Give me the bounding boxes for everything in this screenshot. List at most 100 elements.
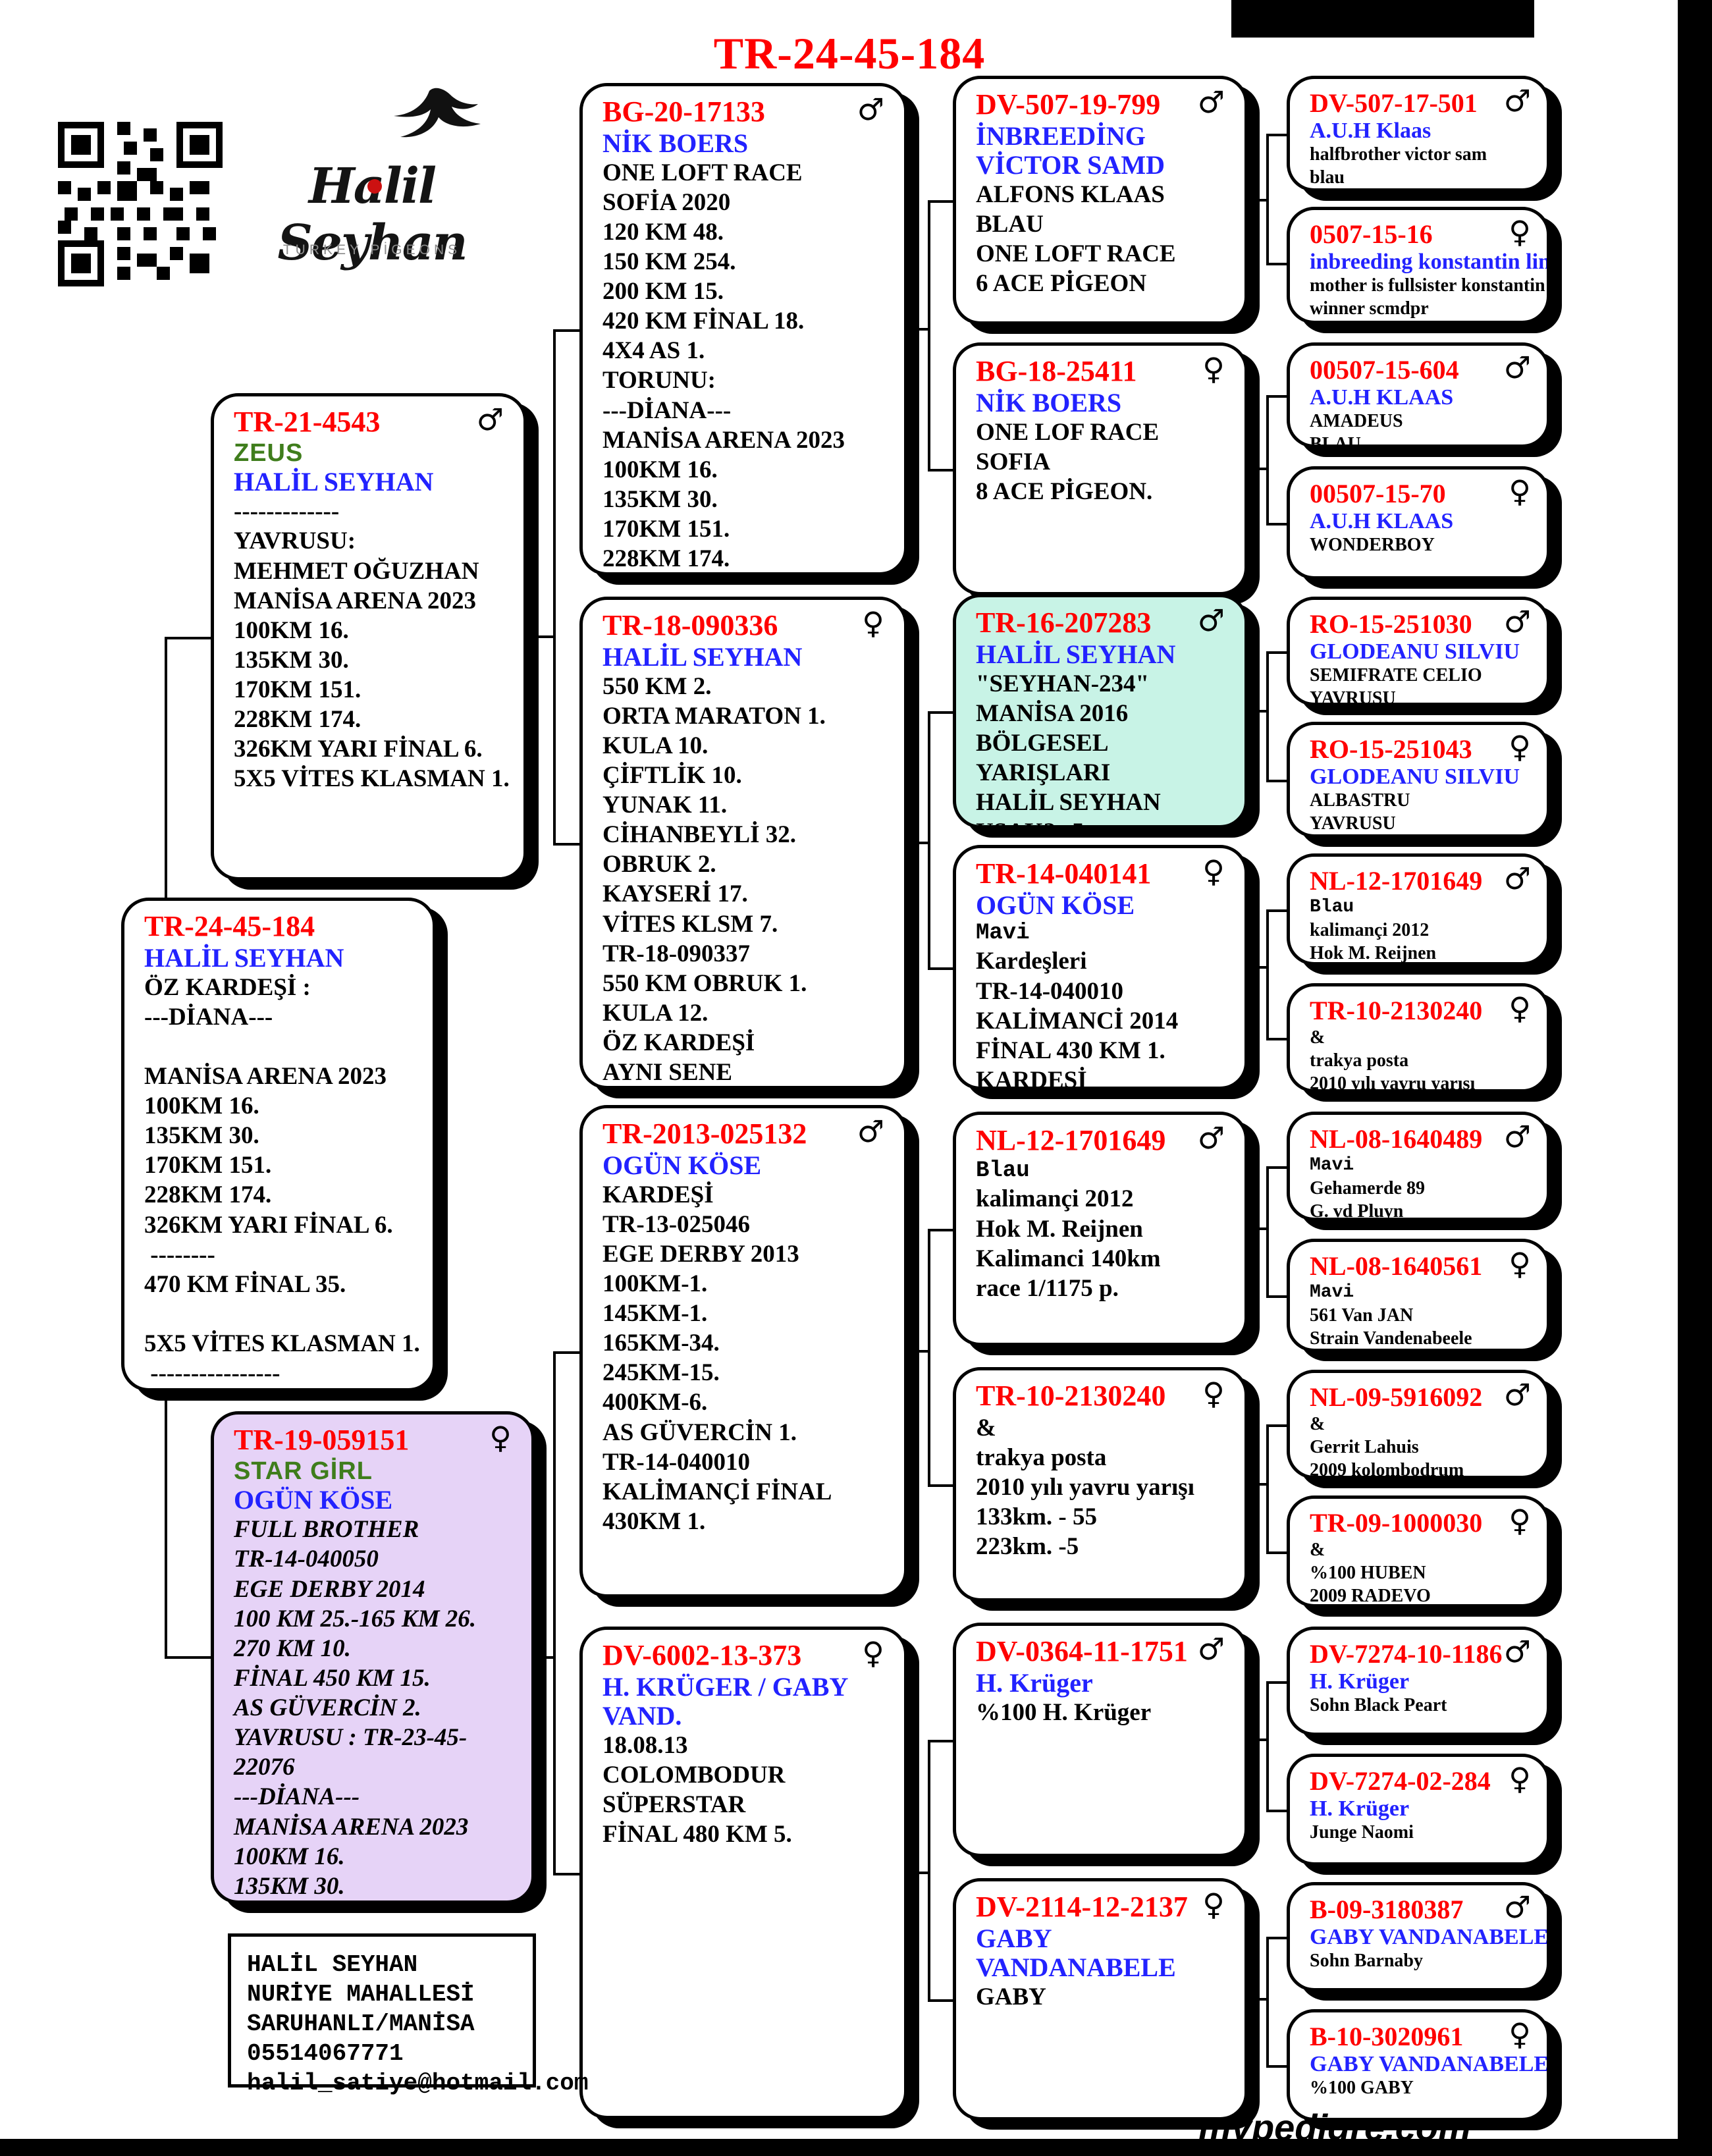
color-note: Mavi	[976, 920, 1030, 946]
connector-line	[1266, 909, 1289, 912]
loft-subtitle: TURKEY PİGEONS	[282, 242, 462, 257]
connector-line	[928, 1999, 955, 2002]
ring-number: B-10-3020961	[1310, 2022, 1464, 2051]
box-details: & trakya posta 2010 yılı yavru yarışı	[1310, 1027, 1476, 1092]
connector-line	[1266, 1424, 1269, 1554]
ring-number: TR-2013-025132	[602, 1118, 807, 1150]
connector-line	[553, 329, 582, 332]
connector-line	[1266, 1166, 1289, 1169]
connector-line	[1246, 468, 1269, 470]
connector-line	[1266, 1937, 1289, 1939]
ring-number: NL-12-1701649	[1310, 866, 1483, 896]
pedigree-box-gen3-4: ♀ DV-6002-13-373 H. KRÜGER / GABY VAND. …	[579, 1627, 907, 2119]
female-symbol-icon: ♀	[1509, 214, 1531, 250]
connector-line	[1266, 1681, 1269, 1812]
ring-number: TR-10-2130240	[1310, 996, 1483, 1025]
pigeon-nickname: STAR GİRL	[234, 1457, 373, 1485]
connector-line	[1246, 199, 1269, 202]
pedigree-box-gen5-8: ♀ TR-10-2130240 & trakya posta 2010 yılı…	[1287, 983, 1550, 1092]
owner-name: H. KRÜGER / GABY VAND.	[602, 1671, 847, 1731]
connector-line	[1266, 780, 1289, 782]
connector-line	[1266, 1810, 1289, 1812]
ring-number: NL-09-5916092	[1310, 1382, 1483, 1412]
pedigree-box-sire: ♂ TR-21-4543 ZEUS HALİL SEYHAN ---------…	[211, 393, 527, 880]
connector-line	[553, 1351, 556, 1875]
pedigree-box-gen5-2: ♀ 0507-15-16 inbreeding konstantin line …	[1287, 207, 1550, 324]
connector-line	[1246, 1483, 1269, 1486]
owner-name: GABY VANDANABELE	[1310, 1925, 1549, 1949]
ring-number: NL-08-1640489	[1310, 1124, 1483, 1154]
box-details: "SEYHAN-234" MANİSA 2016 BÖLGESEL YARIŞL…	[976, 670, 1161, 825]
box-details: ALBASTRU YAVRUSU	[1310, 790, 1410, 834]
ring-number: TR-21-4543	[234, 406, 381, 438]
ring-number: DV-507-19-799	[976, 88, 1161, 121]
bird-icon	[394, 88, 481, 138]
scan-bar-right	[1678, 0, 1712, 2156]
scan-bar-top	[1231, 0, 1534, 38]
ring-number: NL-12-1701649	[976, 1124, 1166, 1156]
female-symbol-icon: ♀	[489, 1420, 512, 1455]
owner-name: HALİL SEYHAN	[234, 467, 434, 497]
connector-line	[906, 842, 930, 844]
color-note: Mavi	[1310, 1155, 1354, 1175]
ring-number: TR-24-45-184	[144, 910, 315, 942]
male-symbol-icon: ♂	[1503, 1634, 1531, 1669]
box-details: Gehamerde 89 G. vd Pluyn	[1310, 1177, 1425, 1221]
connector-line	[1266, 1166, 1269, 1298]
connector-line	[553, 843, 582, 846]
scan-bar-bottom	[0, 2139, 1712, 2156]
pedigree-box-gen5-12: ♀ TR-09-1000030 & %100 HUBEN 2009 RADEVO	[1287, 1496, 1550, 1607]
owner-name: NİK BOERS	[976, 387, 1122, 418]
owner-name: A.U.H Klaas	[1310, 119, 1431, 143]
connector-line	[165, 637, 213, 639]
pedigree-box-gen4-2: ♀ BG-18-25411 NİK BOERS ONE LOF RACE SOF…	[953, 342, 1248, 595]
male-symbol-icon: ♂	[1197, 603, 1225, 638]
pedigree-box-gen5-11: ♂ NL-09-5916092 & Gerrit Lahuis 2009 kol…	[1287, 1370, 1550, 1479]
connector-line	[1246, 710, 1269, 713]
box-details: 18.08.13 COLOMBODUR SÜPERSTAR FİNAL 480 …	[602, 1731, 792, 1848]
connector-line	[1266, 2065, 1289, 2068]
connector-line	[525, 635, 556, 638]
box-details: ONE LOFT RACE SOFİA 2020 120 KM 48. 150 …	[602, 159, 845, 573]
male-symbol-icon: ♂	[1503, 861, 1531, 896]
box-details: Kardeşleri TR-14-040010 KALİMANCİ 2014 F…	[976, 948, 1179, 1090]
pedigree-box-subject: TR-24-45-184 HALİL SEYHAN ÖZ KARDEŞİ : -…	[121, 898, 436, 1391]
connector-line	[1266, 263, 1289, 265]
connector-line	[928, 1484, 955, 1487]
ring-number: TR-10-2130240	[976, 1380, 1166, 1412]
male-symbol-icon: ♂	[476, 402, 504, 437]
ring-number: DV-7274-02-284	[1310, 1766, 1491, 1796]
pedigree-box-gen3-1: ♂ BG-20-17133 NİK BOERS ONE LOFT RACE SO…	[579, 83, 907, 576]
ring-number: B-09-3180387	[1310, 1895, 1464, 1924]
color-note: Mavi	[1310, 1282, 1354, 1303]
pedigree-box-gen4-7: ♂ DV-0364-11-1751 H. Krüger %100 H. Krüg…	[953, 1623, 1248, 1857]
box-details: GABY	[976, 1983, 1046, 2010]
box-details: SEMIFRATE CELIO YAVRUSU	[1310, 665, 1482, 706]
pedigree-box-gen5-3: ♂ 00507-15-604 A.U.H KLAAS AMADEUS BLAU	[1287, 342, 1550, 448]
connector-line	[1266, 909, 1269, 1040]
owner-name: A.U.H KLAAS	[1310, 385, 1454, 410]
ring-number: RO-15-251043	[1310, 734, 1472, 764]
connector-line	[553, 1873, 582, 1875]
pedigree-box-gen5-7: ♂ NL-12-1701649 Blau kalimançi 2012 Hok …	[1287, 853, 1550, 965]
pedigree-box-gen5-16: ♀ B-10-3020961 GABY VANDANABELE %100 GAB…	[1287, 2009, 1550, 2121]
female-symbol-icon: ♀	[1509, 2016, 1531, 2052]
box-details: & %100 HUBEN 2009 RADEVO	[1310, 1540, 1431, 1606]
connector-line	[1266, 651, 1289, 654]
ring-number: RO-15-251030	[1310, 609, 1472, 639]
owner-name: inbreeding konstantin line	[1310, 250, 1550, 274]
male-symbol-icon: ♂	[1197, 1631, 1225, 1667]
box-details: %100 GABY	[1310, 2078, 1414, 2099]
box-details: & trakya posta 2010 yılı yavru yarışı 13…	[976, 1414, 1194, 1561]
female-symbol-icon: ♀	[1509, 990, 1531, 1026]
connector-line	[1266, 395, 1269, 526]
box-details: & Gerrit Lahuis 2009 kolombodrum	[1310, 1414, 1464, 1479]
pedigree-box-gen3-3: ♂ TR-2013-025132 OGÜN KÖSE KARDEŞİ TR-13…	[579, 1105, 907, 1598]
pedigree-box-gen5-1: ♂ DV-507-17-501 A.U.H Klaas halfbrother …	[1287, 76, 1550, 192]
connector-line	[1266, 1551, 1289, 1554]
owner-name: HALİL SEYHAN	[976, 639, 1176, 669]
box-details: KARDEŞİ TR-13-025046 EGE DERBY 2013 100K…	[602, 1181, 832, 1535]
connector-line	[928, 469, 955, 472]
pedigree-box-gen5-6: ♀ RO-15-251043 GLODEANU SILVIU ALBASTRU …	[1287, 722, 1550, 838]
pedigree-box-gen5-15: ♂ B-09-3180387 GABY VANDANABELE Sohn Bar…	[1287, 1882, 1550, 1991]
